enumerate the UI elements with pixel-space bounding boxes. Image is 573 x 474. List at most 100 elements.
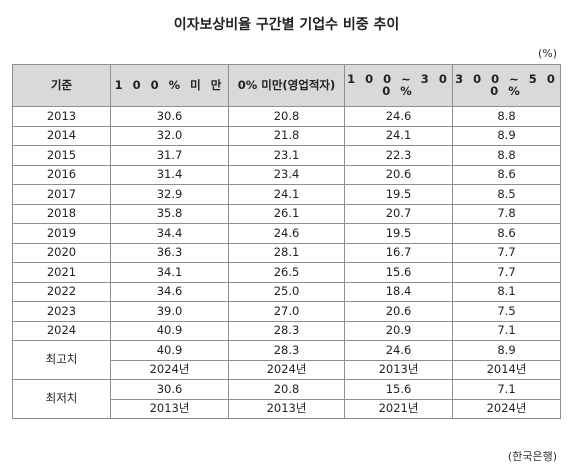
header-under-100: 1 0 0 % 미 만 xyxy=(110,64,229,107)
table-row: 2015 31.7 23.1 22.3 8.8 xyxy=(12,145,561,166)
year-cell: 2013 xyxy=(12,106,111,127)
min-year-cell: 2013년 xyxy=(110,398,229,419)
table-row: 2017 32.9 24.1 19.5 8.5 xyxy=(12,184,561,205)
table-row: 2024 40.9 28.3 20.9 7.1 xyxy=(12,320,561,341)
value-cell: 8.8 xyxy=(452,145,561,166)
value-cell: 7.8 xyxy=(452,203,561,224)
header-300-500: 3 0 0 ~ 5 0 0 % xyxy=(452,64,561,107)
value-cell: 20.8 xyxy=(228,106,345,127)
value-cell: 8.1 xyxy=(452,281,561,302)
max-year-cell: 2013년 xyxy=(344,359,453,380)
max-year-cell: 2024년 xyxy=(228,359,345,380)
value-cell: 23.4 xyxy=(228,164,345,185)
value-cell: 28.3 xyxy=(228,320,345,341)
value-cell: 32.0 xyxy=(110,125,229,146)
year-cell: 2016 xyxy=(12,164,111,185)
year-cell: 2014 xyxy=(12,125,111,146)
value-cell: 40.9 xyxy=(110,320,229,341)
year-cell: 2018 xyxy=(12,203,111,224)
value-cell: 27.0 xyxy=(228,301,345,322)
max-year-cell: 2014년 xyxy=(452,359,561,380)
value-cell: 20.6 xyxy=(344,164,453,185)
year-cell: 2017 xyxy=(12,184,111,205)
max-value-cell: 8.9 xyxy=(452,340,561,361)
table-row: 2016 31.4 23.4 20.6 8.6 xyxy=(12,164,561,185)
table-row: 2018 35.8 26.1 20.7 7.8 xyxy=(12,203,561,224)
value-cell: 19.5 xyxy=(344,223,453,244)
value-cell: 20.7 xyxy=(344,203,453,224)
value-cell: 16.7 xyxy=(344,242,453,263)
table-header-row: 기준 1 0 0 % 미 만 0% 미만(영업적자) 1 0 0 ~ 3 0 0… xyxy=(12,64,561,107)
value-cell: 20.6 xyxy=(344,301,453,322)
value-cell: 24.1 xyxy=(344,125,453,146)
max-year-row: 2024년 2024년 2013년 2014년 xyxy=(13,359,561,380)
value-cell: 7.5 xyxy=(452,301,561,322)
min-label: 최저치 xyxy=(12,379,111,419)
value-cell: 21.8 xyxy=(228,125,345,146)
value-cell: 20.9 xyxy=(344,320,453,341)
value-cell: 8.6 xyxy=(452,164,561,185)
min-value-cell: 20.8 xyxy=(228,379,345,400)
value-cell: 30.6 xyxy=(110,106,229,127)
min-year-cell: 2013년 xyxy=(228,398,345,419)
year-cell: 2023 xyxy=(12,301,111,322)
year-cell: 2019 xyxy=(12,223,111,244)
value-cell: 7.1 xyxy=(452,320,561,341)
min-value-cell: 7.1 xyxy=(452,379,561,400)
value-cell: 32.9 xyxy=(110,184,229,205)
year-cell: 2015 xyxy=(12,145,111,166)
value-cell: 24.6 xyxy=(228,223,345,244)
page-title: 이자보상비율 구간별 기업수 비중 추이 xyxy=(173,17,400,33)
value-cell: 28.1 xyxy=(228,242,345,263)
table-row: 2014 32.0 21.8 24.1 8.9 xyxy=(12,125,561,146)
ratio-table: 기준 1 0 0 % 미 만 0% 미만(영업적자) 1 0 0 ~ 3 0 0… xyxy=(12,64,561,419)
header-under-0: 0% 미만(영업적자) xyxy=(228,64,345,107)
value-cell: 35.8 xyxy=(110,203,229,224)
value-cell: 34.4 xyxy=(110,223,229,244)
table-row: 2020 36.3 28.1 16.7 7.7 xyxy=(12,242,561,263)
value-cell: 18.4 xyxy=(344,281,453,302)
value-cell: 8.5 xyxy=(452,184,561,205)
year-cell: 2021 xyxy=(12,262,111,283)
value-cell: 31.7 xyxy=(110,145,229,166)
max-value-row: 최고치 40.9 28.3 24.6 8.9 xyxy=(12,340,561,380)
min-year-cell: 2024년 xyxy=(452,398,561,419)
value-cell: 26.1 xyxy=(228,203,345,224)
table-row: 2023 39.0 27.0 20.6 7.5 xyxy=(12,301,561,322)
value-cell: 34.6 xyxy=(110,281,229,302)
min-year-row: 2013년 2013년 2021년 2024년 xyxy=(13,398,561,419)
value-cell: 39.0 xyxy=(110,301,229,322)
value-cell: 23.1 xyxy=(228,145,345,166)
value-cell: 7.7 xyxy=(452,242,561,263)
source-label: (한국은행) xyxy=(507,450,557,463)
value-cell: 22.3 xyxy=(344,145,453,166)
table-row: 2022 34.6 25.0 18.4 8.1 xyxy=(12,281,561,302)
max-value-cell: 40.9 xyxy=(110,340,229,361)
value-cell: 25.0 xyxy=(228,281,345,302)
value-cell: 8.9 xyxy=(452,125,561,146)
max-value-cell: 24.6 xyxy=(344,340,453,361)
value-cell: 34.1 xyxy=(110,262,229,283)
min-value-cell: 15.6 xyxy=(344,379,453,400)
value-cell: 24.6 xyxy=(344,106,453,127)
value-cell: 31.4 xyxy=(110,164,229,185)
year-cell: 2022 xyxy=(12,281,111,302)
header-100-300: 1 0 0 ~ 3 0 0 % xyxy=(344,64,453,107)
header-basis: 기준 xyxy=(12,64,111,107)
table-body: 2013 30.6 20.8 24.6 8.8 2014 32.0 21.8 2… xyxy=(12,106,561,419)
year-cell: 2024 xyxy=(12,320,111,341)
value-cell: 24.1 xyxy=(228,184,345,205)
min-year-cell: 2021년 xyxy=(344,398,453,419)
value-cell: 15.6 xyxy=(344,262,453,283)
value-cell: 8.6 xyxy=(452,223,561,244)
value-cell: 7.7 xyxy=(452,262,561,283)
max-label: 최고치 xyxy=(12,340,111,380)
table-row: 2013 30.6 20.8 24.6 8.8 xyxy=(12,106,561,127)
unit-label: (%) xyxy=(537,47,557,60)
max-value-cell: 28.3 xyxy=(228,340,345,361)
value-cell: 19.5 xyxy=(344,184,453,205)
value-cell: 36.3 xyxy=(110,242,229,263)
value-cell: 26.5 xyxy=(228,262,345,283)
min-value-row: 최저치 30.6 20.8 15.6 7.1 xyxy=(12,379,561,419)
